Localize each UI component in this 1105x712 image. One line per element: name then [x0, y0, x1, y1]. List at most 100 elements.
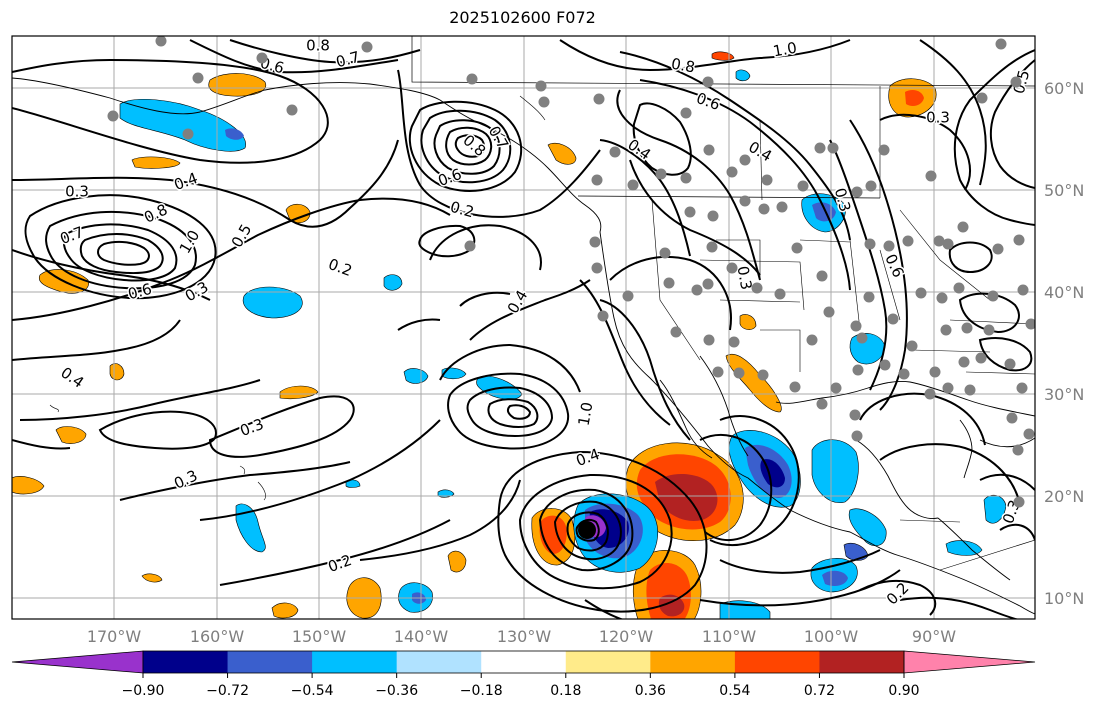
station-dot — [538, 96, 550, 108]
station-dot — [992, 243, 1004, 255]
station-dot — [851, 430, 863, 442]
station-dot — [987, 290, 999, 302]
contour-label: 0.8 — [306, 37, 330, 55]
shade-cool — [119, 99, 246, 152]
longitude-labels: 170°W 160°W 150°W 140°W 130°W 120°W 110°W 100°W… — [87, 627, 956, 646]
colorbar-segment — [481, 651, 567, 673]
station-dot — [814, 142, 826, 154]
shade-cool — [383, 274, 403, 291]
colorbar-segment — [312, 651, 398, 673]
station-dot — [791, 242, 803, 254]
colorbar-segment — [734, 651, 820, 673]
station-dot — [806, 334, 818, 346]
station-dot — [627, 179, 639, 191]
contour-label: 0.3 — [65, 183, 89, 201]
station-dot — [851, 186, 863, 198]
station-dot — [670, 326, 682, 338]
station-dot — [929, 366, 941, 378]
colorbar-tick-label: −0.36 — [375, 683, 418, 699]
station-dot — [707, 210, 719, 222]
shade-warm — [658, 594, 685, 617]
colorbar-extend-high — [903, 650, 1036, 674]
station-dot — [863, 291, 875, 303]
station-dot — [975, 352, 987, 364]
shade-warm — [271, 602, 299, 619]
shade-warm — [739, 314, 757, 330]
station-dot — [823, 306, 835, 318]
station-dot — [1012, 444, 1024, 456]
coastlines — [12, 36, 1035, 615]
station-dot — [983, 324, 995, 336]
station-dot — [827, 142, 839, 154]
station-dot — [879, 359, 891, 371]
station-dot — [464, 240, 476, 252]
colorbar-tick-label: −0.90 — [122, 683, 165, 699]
shade-cool — [945, 540, 983, 556]
station-dot — [958, 356, 970, 368]
station-dot — [609, 146, 621, 158]
station-dot — [622, 290, 634, 302]
shade-cool — [403, 368, 429, 384]
station-dot — [1025, 318, 1035, 330]
contour-label: 0.3 — [926, 109, 950, 127]
latitude-label: 60°N — [1044, 79, 1084, 98]
station-dot — [597, 310, 609, 322]
station-dot — [936, 292, 948, 304]
shade-cool — [811, 439, 859, 503]
longitude-label: 130°W — [497, 627, 552, 646]
station-dot — [864, 238, 876, 250]
station-dot — [758, 203, 770, 215]
station-markers — [107, 36, 1035, 508]
station-dot — [898, 368, 910, 380]
station-dot — [466, 73, 478, 85]
longitude-label: 110°W — [702, 627, 757, 646]
station-dot — [726, 166, 738, 178]
longitude-label: 170°W — [87, 627, 142, 646]
station-dot — [976, 92, 988, 104]
shade-warm — [208, 73, 267, 97]
station-dot — [702, 76, 714, 88]
longitude-label: 140°W — [394, 627, 449, 646]
shade-warm — [141, 573, 163, 583]
colorbar-segment — [650, 651, 736, 673]
shade-warm — [905, 90, 924, 106]
colorbar-tick-label: −0.18 — [460, 683, 503, 699]
shade-cool — [735, 69, 751, 82]
shade-cool — [437, 489, 455, 498]
station-dot — [361, 41, 373, 53]
station-dot — [751, 282, 763, 294]
colorbar-tick-label: 0.18 — [550, 683, 581, 699]
station-dot — [925, 170, 937, 182]
colorbar: −0.90 −0.72 −0.54 −0.36 −0.18 0.18 0.36 0.54 0.7… — [11, 650, 1036, 699]
station-dot — [915, 287, 927, 299]
longitude-label: 150°W — [292, 627, 347, 646]
shade-warm — [279, 385, 319, 400]
longitude-label: 120°W — [599, 627, 654, 646]
station-dot — [906, 340, 918, 352]
contour-lines — [12, 39, 1035, 619]
station-dot — [816, 270, 828, 282]
station-dot — [852, 364, 864, 376]
station-dot — [850, 320, 862, 332]
station-dot — [155, 36, 167, 47]
station-dot — [589, 236, 601, 248]
station-dot — [728, 336, 740, 348]
station-dot — [663, 277, 675, 289]
map-grid — [12, 36, 1035, 619]
station-dot — [797, 180, 809, 192]
station-dot — [703, 334, 715, 346]
shade-cool — [235, 503, 266, 553]
station-dot — [192, 72, 204, 84]
station-dot — [655, 168, 667, 180]
shade-warm — [447, 550, 467, 573]
station-dot — [591, 174, 603, 186]
shade-warm — [131, 156, 181, 169]
station-dot — [849, 409, 861, 421]
station-dot — [995, 38, 1007, 50]
contour-label: 1.0 — [575, 401, 597, 428]
map-frame — [11, 35, 1036, 620]
station-dot — [712, 366, 724, 378]
station-dot — [816, 398, 828, 410]
colorbar-segment — [143, 651, 229, 673]
colorbar-tick-label: 0.36 — [635, 683, 666, 699]
